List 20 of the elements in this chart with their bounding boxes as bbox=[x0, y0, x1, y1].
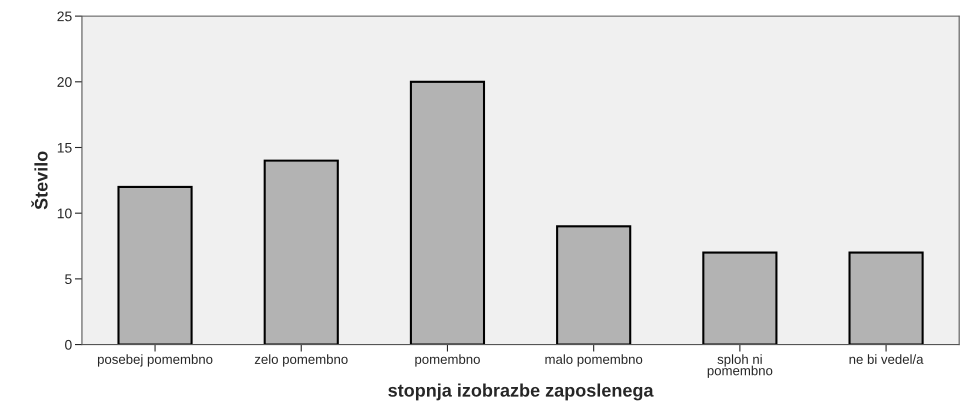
y-tick-label: 5 bbox=[65, 274, 72, 284]
x-tick-label: zelo pomembno bbox=[254, 354, 348, 367]
bar bbox=[410, 80, 486, 345]
y-tick-label: 25 bbox=[57, 11, 72, 22]
y-tick-label: 15 bbox=[58, 142, 72, 153]
bar bbox=[848, 252, 924, 345]
x-tick-label: sploh ni pomembno bbox=[708, 354, 772, 378]
x-tick-label: posebej pomembno bbox=[98, 354, 212, 367]
bar bbox=[264, 160, 339, 345]
x-tick-label: malo pomembno bbox=[545, 354, 642, 367]
x-tick-label: pomembno bbox=[415, 354, 480, 367]
y-axis-title: Število bbox=[31, 151, 48, 210]
y-tick-label: 10 bbox=[58, 208, 72, 218]
y-tick-label: 20 bbox=[57, 77, 72, 87]
y-tick-label: 0 bbox=[65, 340, 72, 350]
bar bbox=[117, 186, 193, 345]
x-tick-label: ne bi vedel/a bbox=[850, 354, 924, 364]
bar bbox=[556, 225, 632, 345]
bar bbox=[702, 252, 778, 345]
x-axis-title: stopnja izobrazbe zaposlenega bbox=[388, 383, 654, 400]
